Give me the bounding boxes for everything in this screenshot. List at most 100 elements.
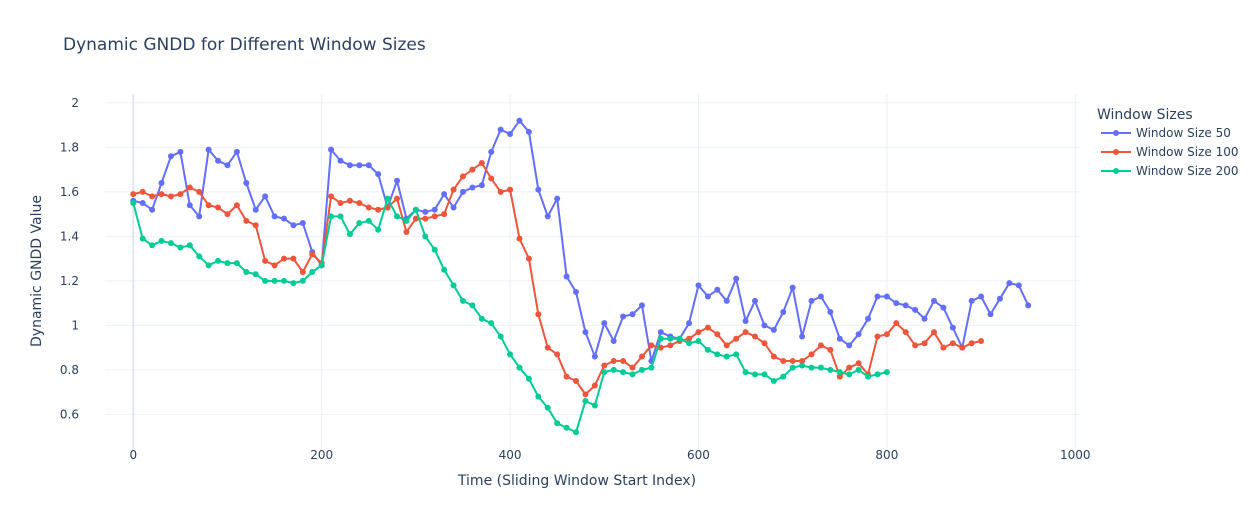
data-point bbox=[846, 364, 853, 371]
data-point bbox=[808, 297, 815, 304]
data-point bbox=[459, 297, 466, 304]
data-point bbox=[1006, 280, 1013, 287]
data-point bbox=[299, 277, 306, 284]
data-point bbox=[742, 369, 749, 376]
data-point bbox=[139, 200, 146, 207]
data-point bbox=[130, 200, 137, 207]
y-axis-ticks: 0.6 0.8 1 1.2 1.4 1.6 1.8 2 bbox=[60, 96, 79, 421]
data-point bbox=[196, 188, 203, 195]
data-point bbox=[544, 344, 551, 351]
data-point bbox=[836, 369, 843, 376]
data-point bbox=[949, 340, 956, 347]
data-point bbox=[770, 378, 777, 385]
data-point bbox=[874, 333, 881, 340]
data-point bbox=[638, 366, 645, 373]
data-point bbox=[676, 335, 683, 342]
series-3 bbox=[130, 195, 890, 436]
data-point bbox=[686, 320, 693, 327]
data-point bbox=[573, 378, 580, 385]
data-point bbox=[742, 329, 749, 336]
data-point bbox=[450, 204, 457, 211]
data-point bbox=[384, 195, 391, 202]
data-point bbox=[808, 364, 815, 371]
data-point bbox=[167, 193, 174, 200]
legend-swatch-marker bbox=[1113, 130, 1119, 136]
data-point bbox=[836, 335, 843, 342]
data-point bbox=[252, 222, 259, 229]
data-point bbox=[836, 373, 843, 380]
data-point bbox=[968, 340, 975, 347]
y-tick-label: 1.8 bbox=[60, 140, 79, 154]
data-point bbox=[262, 277, 269, 284]
data-point bbox=[930, 329, 937, 336]
data-point bbox=[196, 213, 203, 220]
data-point bbox=[337, 157, 344, 164]
data-point bbox=[949, 324, 956, 331]
data-point bbox=[516, 117, 523, 124]
data-point bbox=[215, 204, 222, 211]
data-point bbox=[403, 228, 410, 235]
data-point bbox=[488, 320, 495, 327]
data-point bbox=[573, 429, 580, 436]
data-point bbox=[337, 213, 344, 220]
data-point bbox=[215, 157, 222, 164]
data-point bbox=[224, 260, 231, 267]
data-point bbox=[978, 337, 985, 344]
data-point bbox=[573, 289, 580, 296]
data-point bbox=[158, 191, 165, 198]
y-tick-label: 1 bbox=[71, 318, 79, 332]
data-point bbox=[271, 277, 278, 284]
data-point bbox=[469, 302, 476, 309]
data-point bbox=[346, 162, 353, 169]
data-point bbox=[215, 257, 222, 264]
data-point bbox=[375, 226, 382, 233]
data-point bbox=[431, 206, 438, 213]
data-point bbox=[591, 382, 598, 389]
data-point bbox=[497, 333, 504, 340]
data-point bbox=[695, 337, 702, 344]
data-point bbox=[742, 317, 749, 324]
data-point bbox=[610, 358, 617, 364]
data-point bbox=[290, 222, 297, 229]
data-point bbox=[978, 293, 985, 300]
data-point bbox=[865, 373, 872, 380]
data-point bbox=[478, 159, 485, 166]
data-point bbox=[827, 309, 834, 316]
data-point bbox=[1015, 282, 1022, 289]
data-point bbox=[638, 302, 645, 309]
x-tick-label: 1000 bbox=[1060, 448, 1091, 462]
data-point bbox=[196, 253, 203, 260]
data-point bbox=[525, 255, 532, 262]
data-point bbox=[893, 320, 900, 327]
data-point bbox=[789, 358, 796, 364]
x-axis-title: Time (Sliding Window Start Index) bbox=[457, 473, 696, 489]
data-point bbox=[422, 233, 429, 240]
legend-item[interactable]: Window Size 200 bbox=[1101, 164, 1238, 178]
data-point bbox=[280, 255, 287, 262]
legend-item[interactable]: Window Size 50 bbox=[1101, 126, 1231, 140]
data-point bbox=[233, 202, 240, 209]
data-point bbox=[648, 342, 655, 349]
y-tick-label: 0.6 bbox=[60, 407, 79, 421]
legend[interactable]: Window Size 50 Window Size 100 Window Size… bbox=[1101, 126, 1238, 178]
data-point bbox=[525, 128, 532, 135]
data-point bbox=[488, 148, 495, 155]
data-point bbox=[158, 237, 165, 244]
grid-lines bbox=[105, 94, 1080, 450]
data-point bbox=[733, 275, 740, 282]
data-point bbox=[497, 188, 504, 195]
data-point bbox=[723, 353, 730, 360]
data-point bbox=[704, 324, 711, 331]
data-point bbox=[704, 346, 711, 353]
data-point bbox=[780, 373, 787, 380]
legend-item[interactable]: Window Size 100 bbox=[1101, 145, 1238, 159]
plot-series bbox=[130, 117, 1032, 436]
data-point bbox=[620, 358, 627, 364]
data-point bbox=[902, 302, 909, 309]
data-point bbox=[403, 217, 410, 224]
data-point bbox=[507, 131, 514, 138]
data-point bbox=[394, 213, 401, 220]
data-point bbox=[478, 182, 485, 189]
data-point bbox=[827, 366, 834, 373]
